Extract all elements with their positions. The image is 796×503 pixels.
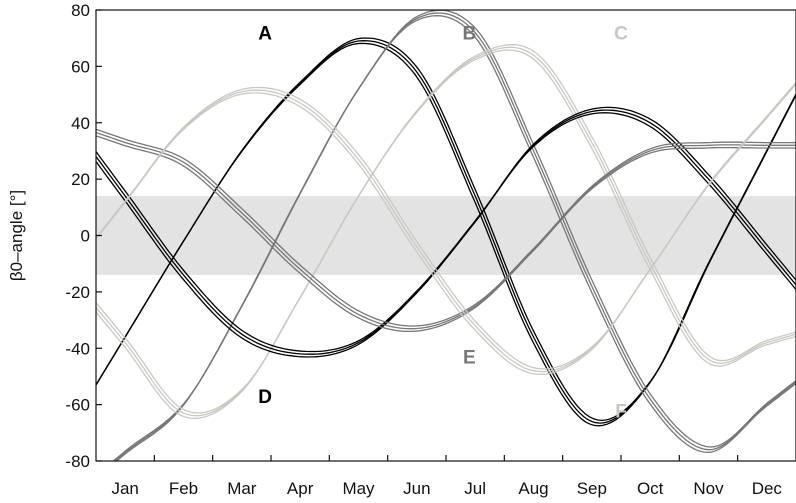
x-tick-label: Dec (752, 479, 783, 498)
series-layer (96, 10, 796, 461)
x-tick-label: Jul (464, 479, 486, 498)
eclipse-band (96, 196, 796, 275)
series-E-line-3 (96, 128, 796, 327)
series-C-line-2 (96, 46, 796, 417)
series-C-line-3 (96, 43, 796, 414)
y-tick-label: 40 (71, 114, 90, 133)
y-tick-label: 80 (71, 1, 90, 20)
x-tick-label: May (342, 479, 375, 498)
series-C-line-1 (96, 49, 796, 420)
x-tick-label: Jun (403, 479, 430, 498)
x-tick-label: Mar (227, 479, 257, 498)
y-tick-label: -40 (65, 339, 90, 358)
y-axis-title: β0–angle [°] (7, 190, 26, 281)
x-tick-label: Jan (111, 479, 138, 498)
x-tick-label: Sep (577, 479, 607, 498)
y-tick-label: -80 (65, 452, 90, 471)
y-tick-label: 20 (71, 170, 90, 189)
curve-label-F: F (615, 401, 627, 422)
series-D-line-3 (96, 106, 796, 353)
x-tick-label: Aug (518, 479, 548, 498)
x-tick-label: Apr (287, 479, 314, 498)
x-tick-label: Oct (637, 479, 664, 498)
curve-label-D: D (258, 387, 272, 408)
x-tick-label: Nov (693, 479, 724, 498)
series-group (96, 10, 796, 461)
band-rect (96, 196, 796, 275)
curve-labels: A B C D E F (258, 24, 628, 423)
y-tick-label: -20 (65, 283, 90, 302)
curve-label-E: E (463, 348, 476, 369)
y-axis: -80 -60 -40 -20 0 20 40 60 80 (65, 1, 102, 471)
x-tick-label: Feb (169, 479, 198, 498)
y-tick-label: -60 (65, 396, 90, 415)
curve-label-C: C (614, 24, 628, 45)
series-F-line-3 (96, 81, 796, 370)
series-B-line-3 (112, 10, 796, 461)
y-tick-label: 0 (81, 227, 90, 246)
curve-label-A: A (258, 24, 272, 45)
series-E-line-1 (96, 135, 796, 333)
curve-label-B: B (462, 24, 476, 45)
x-axis: Jan Feb Mar Apr May Jun Jul Aug Sep Oct Nov Dec (111, 455, 782, 498)
y-tick-label: 60 (71, 57, 90, 76)
series-A-line-3 (96, 37, 796, 422)
series-E-line-2 (96, 131, 796, 330)
